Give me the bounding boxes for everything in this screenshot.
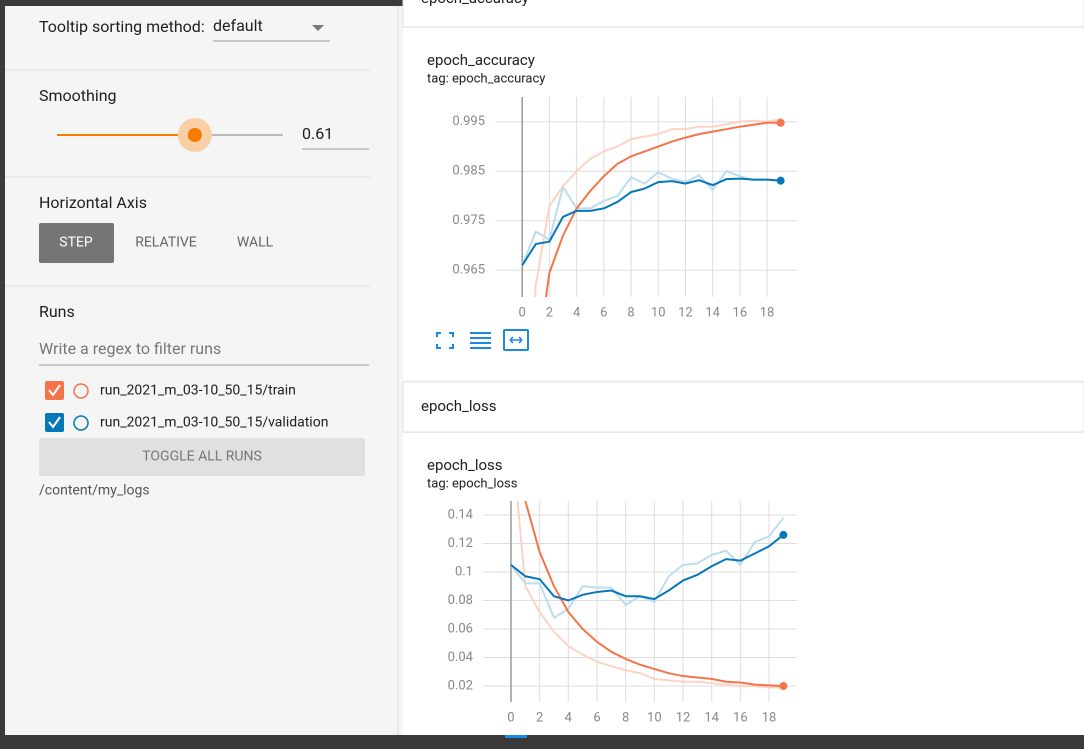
chart-title: epoch_accuracy — [427, 51, 535, 69]
raw-line — [534, 118, 781, 297]
run-checkbox[interactable] — [45, 381, 64, 400]
fullscreen-icon[interactable] — [436, 332, 454, 349]
y-tick-label: 0.08 — [448, 593, 473, 608]
last-point — [776, 118, 785, 127]
y-tick-label: 0.975 — [452, 213, 485, 228]
wall-button[interactable]: WALL — [237, 235, 274, 251]
x-tick-label: 12 — [676, 710, 691, 725]
tooltip-select[interactable]: default — [213, 16, 263, 35]
x-tick-label: 18 — [762, 710, 777, 725]
chart-subtitle: tag: epoch_accuracy — [427, 71, 545, 86]
x-tick-label: 8 — [622, 710, 629, 725]
x-tick-label: 0 — [507, 710, 514, 725]
chart-title: epoch_loss — [427, 456, 503, 474]
plot-lines — [510, 501, 785, 689]
y-tick-label: 0.04 — [448, 650, 474, 665]
x-tick-label: 14 — [705, 305, 720, 320]
sidebar — [5, 6, 398, 735]
last-point — [779, 682, 788, 691]
run-checkbox[interactable] — [45, 413, 64, 432]
relative-button[interactable]: RELATIVE — [135, 235, 197, 251]
x-tick-label: 2 — [536, 710, 543, 725]
toggle-button-label[interactable]: TOGGLE ALL RUNS — [142, 449, 262, 465]
last-point — [776, 176, 785, 185]
chart-toolbar — [436, 329, 529, 351]
log-scale-icon[interactable] — [470, 332, 491, 349]
x-tick-label: 12 — [678, 305, 693, 320]
section-title: epoch_accuracy — [421, 0, 529, 7]
y-tick-label: 0.1 — [455, 564, 473, 579]
x-tick-label: 10 — [647, 710, 662, 725]
raw-line — [521, 170, 781, 266]
x-tick-label: 16 — [733, 305, 748, 320]
toolbar-peek — [505, 735, 527, 738]
chart-subtitle: tag: epoch_loss — [427, 476, 518, 491]
y-tick-label: 0.995 — [452, 114, 485, 129]
chart-card — [403, 28, 1084, 380]
smoothed-line — [521, 177, 781, 266]
smoothed-line — [524, 501, 784, 688]
run-color[interactable] — [73, 383, 89, 399]
axis-label: Horizontal Axis — [39, 193, 147, 212]
y-tick-label: 0.985 — [452, 164, 485, 179]
runs-label: Runs — [39, 302, 75, 321]
step-button-label[interactable]: STEP — [59, 235, 93, 251]
run-name: run_2021_m_03-10_50_15/train — [100, 383, 296, 399]
x-tick-label: 6 — [600, 305, 607, 320]
x-tick-label: 4 — [565, 710, 573, 725]
y-tick-label: 0.12 — [448, 536, 473, 551]
slider-knob[interactable] — [187, 128, 202, 142]
smoothing-value[interactable]: 0.61 — [302, 124, 333, 143]
fit-icon[interactable] — [503, 329, 529, 351]
filter-input[interactable]: Write a regex to filter runs — [39, 339, 221, 358]
log-dir: /content/my_logs — [39, 483, 150, 499]
x-tick-label: 18 — [760, 305, 775, 320]
x-tick-label: 16 — [733, 710, 748, 725]
fit-arrows — [509, 336, 523, 344]
x-tick-label: 8 — [627, 305, 634, 320]
section-header — [402, 381, 1084, 433]
y-tick-label: 0.06 — [448, 621, 473, 636]
tooltip-label: Tooltip sorting method: — [39, 17, 205, 36]
toggle-button[interactable] — [39, 438, 365, 476]
x-tick-label: 4 — [573, 305, 581, 320]
dropdown-arrow — [312, 25, 324, 31]
section-header — [402, 0, 1084, 28]
y-tick-label: 0.14 — [448, 507, 474, 522]
x-tick-label: 14 — [704, 710, 719, 725]
x-tick-label: 0 — [519, 305, 526, 320]
check — [48, 384, 61, 397]
plot-lines — [521, 118, 781, 297]
raw-line — [510, 517, 785, 620]
chart-card — [403, 433, 1084, 735]
y-tick-label: 0.965 — [452, 263, 485, 278]
raw-line — [516, 501, 784, 689]
smoothed-line — [544, 121, 781, 297]
section-title: epoch_loss — [421, 397, 497, 415]
run-name: run_2021_m_03-10_50_15/validation — [100, 415, 328, 431]
last-point — [779, 530, 788, 539]
smoothed-line — [510, 534, 785, 602]
smoothing-label: Smoothing — [39, 86, 117, 105]
step-button[interactable] — [39, 223, 114, 263]
run-color[interactable] — [73, 415, 89, 431]
x-tick-label: 10 — [651, 305, 666, 320]
check — [48, 416, 61, 429]
y-tick-label: 0.02 — [448, 678, 473, 693]
x-tick-label: 2 — [546, 305, 553, 320]
x-tick-label: 6 — [593, 710, 600, 725]
